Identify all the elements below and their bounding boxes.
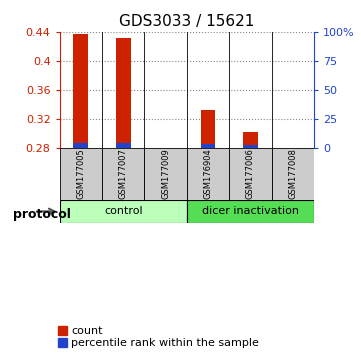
Text: GSM177007: GSM177007	[119, 148, 128, 199]
Text: GSM176904: GSM176904	[204, 149, 213, 199]
Text: protocol: protocol	[13, 208, 70, 221]
Bar	[73, 143, 88, 148]
Text: GSM177005: GSM177005	[76, 149, 85, 199]
Bar	[60, 200, 187, 223]
Text: GSM177008: GSM177008	[288, 148, 297, 199]
Bar	[73, 34, 88, 148]
Bar	[272, 148, 314, 200]
Bar	[187, 148, 229, 200]
Bar	[243, 132, 258, 148]
Title: GDS3033 / 15621: GDS3033 / 15621	[119, 14, 255, 29]
Text: control: control	[104, 206, 143, 216]
Bar	[243, 145, 258, 148]
Text: dicer inactivation: dicer inactivation	[202, 206, 299, 216]
Bar	[229, 148, 271, 200]
Bar	[102, 148, 144, 200]
Bar	[60, 148, 102, 200]
Text: GSM177009: GSM177009	[161, 149, 170, 199]
Legend: count, percentile rank within the sample: count, percentile rank within the sample	[58, 326, 259, 348]
Bar	[201, 144, 216, 148]
Text: GSM177006: GSM177006	[246, 148, 255, 199]
Bar	[201, 110, 216, 148]
Bar	[116, 143, 131, 148]
Bar	[187, 200, 314, 223]
Bar	[144, 148, 187, 200]
Bar	[116, 38, 131, 148]
